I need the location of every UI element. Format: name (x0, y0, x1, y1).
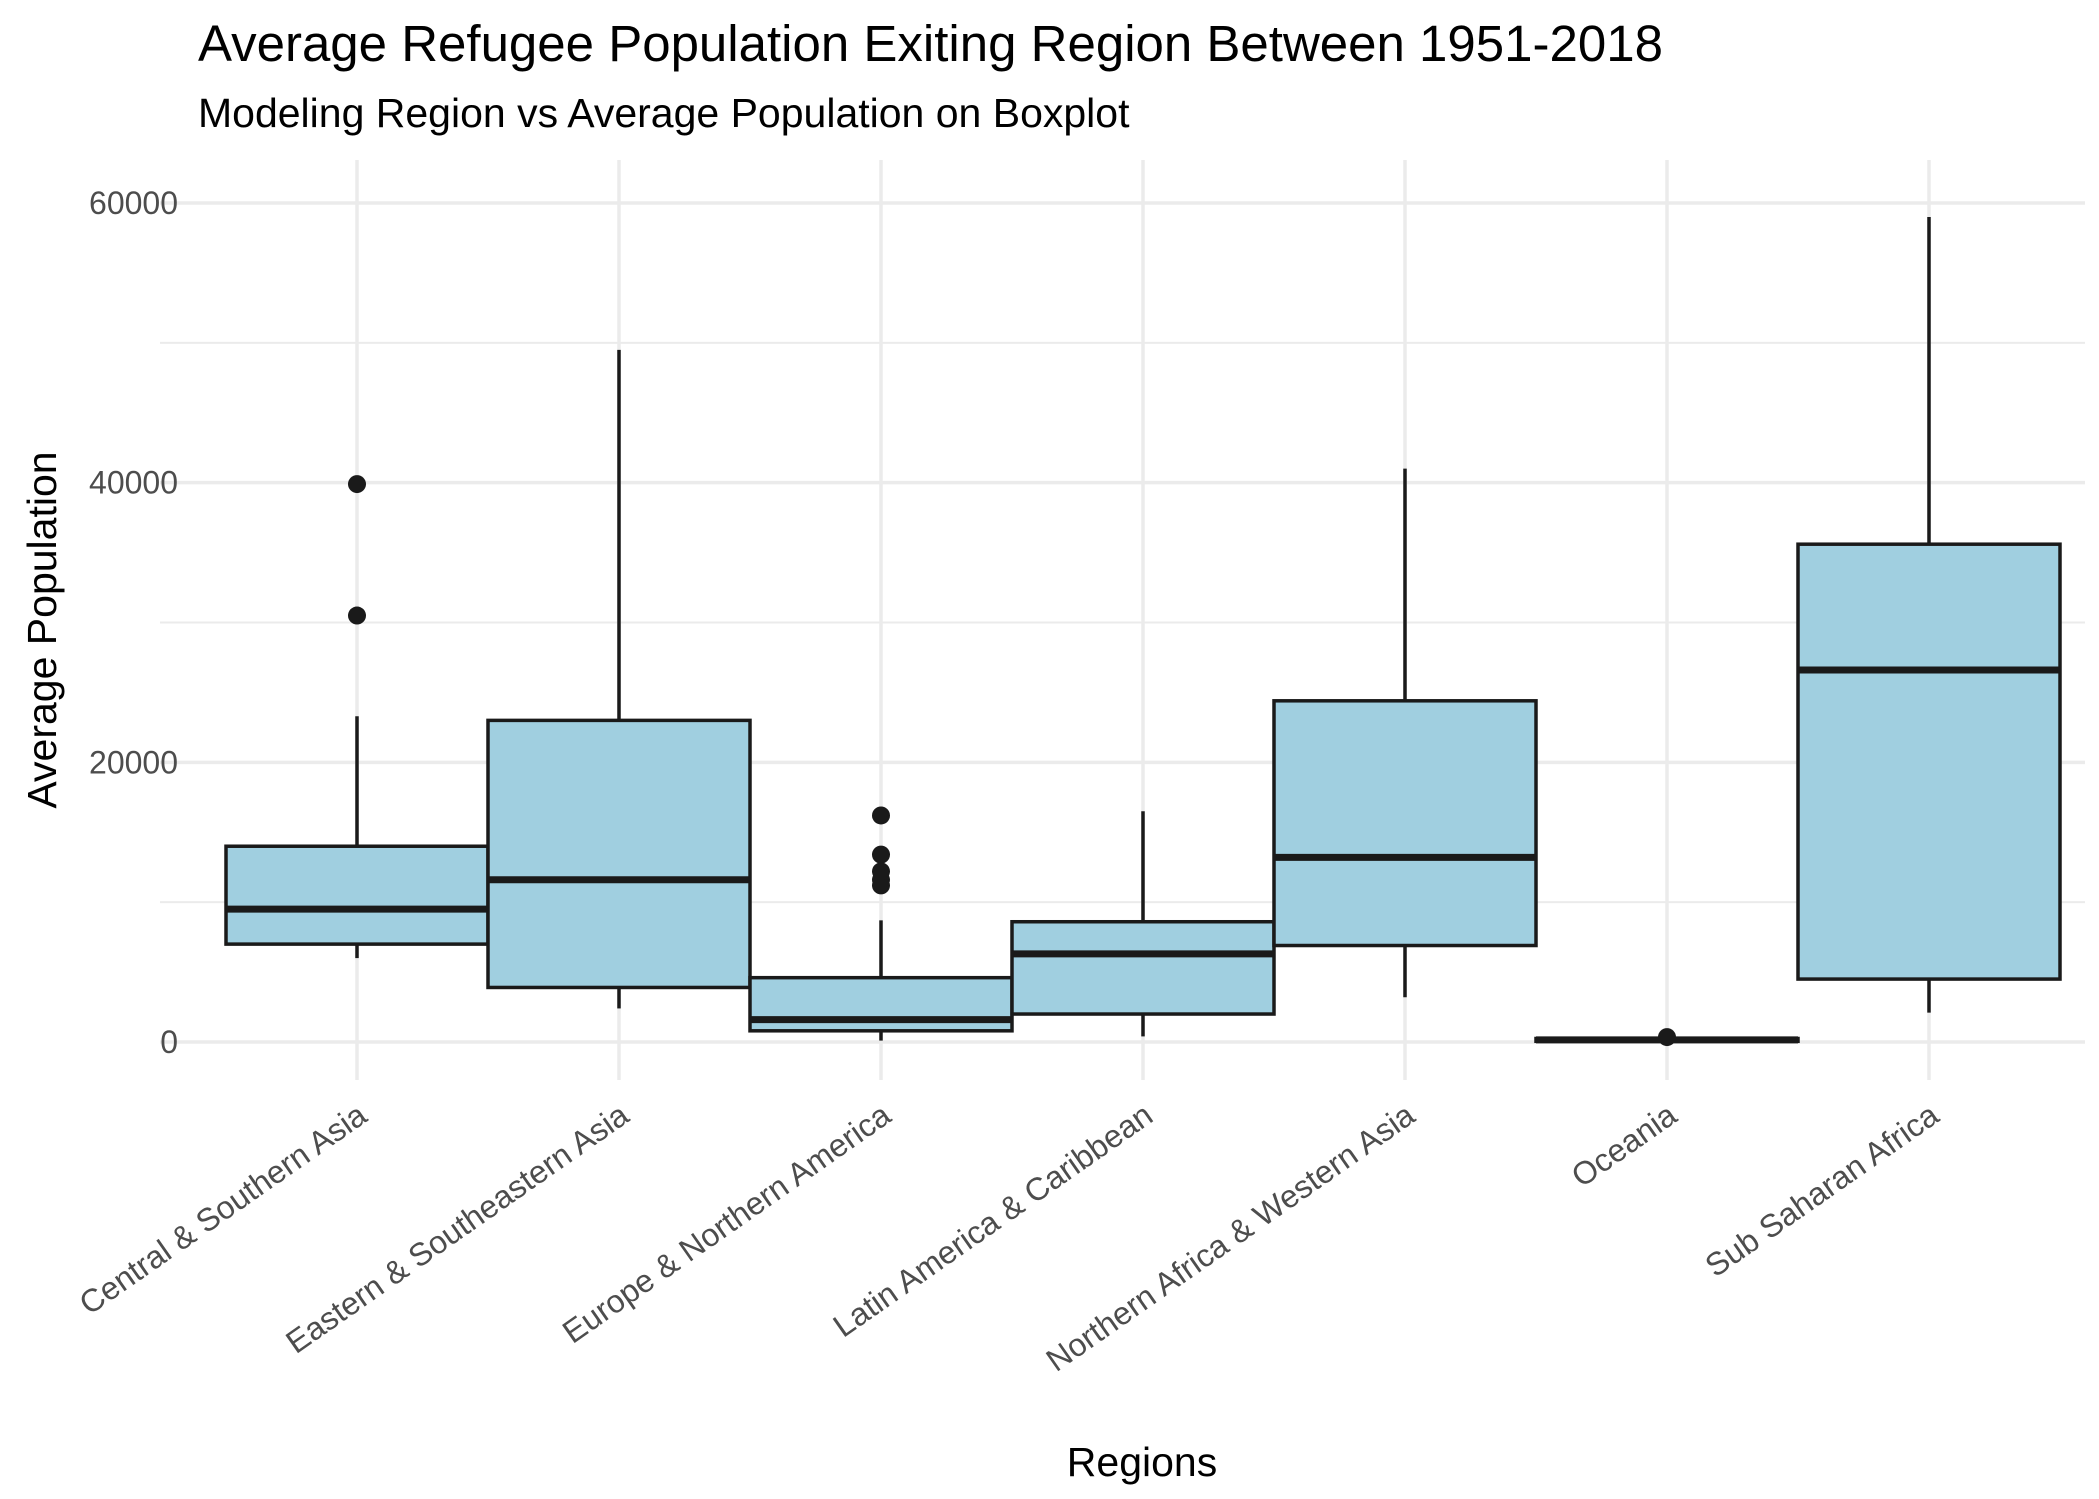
chart-subtitle: Modeling Region vs Average Population on… (198, 90, 1130, 136)
x-axis-title: Regions (1067, 1439, 1217, 1485)
x-tick-label: Sub Saharan Africa (1698, 1096, 1945, 1284)
box-iqr (1796, 542, 2062, 981)
x-tick-label: Central & Southern Asia (73, 1096, 374, 1322)
outlier-point (872, 806, 890, 825)
box-5 (1272, 468, 1538, 998)
box-4 (1010, 811, 1276, 1037)
box-iqr (486, 718, 752, 990)
box-6 (1534, 1028, 1800, 1047)
box-7 (1796, 216, 2062, 1013)
chart-title: Average Refugee Population Exiting Regio… (198, 15, 1663, 72)
outlier-point (348, 475, 366, 494)
box-1 (224, 475, 490, 959)
boxes (224, 216, 2062, 1047)
outlier-point (872, 845, 890, 864)
box-3 (748, 806, 1014, 1041)
y-tick-label: 0 (160, 1024, 178, 1060)
y-tick-label: 20000 (89, 744, 178, 780)
outlier-point (1658, 1028, 1676, 1047)
outlier-point (872, 862, 890, 881)
y-axis-title: Average Population (19, 451, 65, 808)
box-iqr (224, 844, 490, 946)
y-tick-labels: 0 20000 40000 60000 (89, 185, 178, 1060)
box-2 (486, 349, 752, 1009)
box-iqr (1272, 699, 1538, 948)
box-iqr (1010, 919, 1276, 1016)
y-tick-label: 40000 (89, 465, 178, 501)
x-tick-label: Oceania (1565, 1096, 1683, 1194)
y-tick-label: 60000 (89, 185, 178, 221)
outlier-point (348, 606, 366, 625)
